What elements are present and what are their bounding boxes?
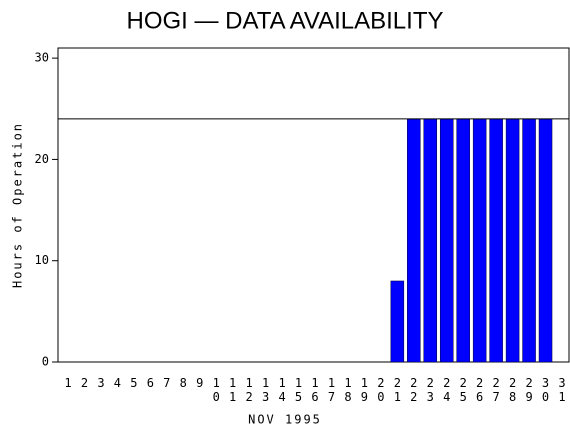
bar [407, 118, 421, 363]
bar [522, 118, 536, 363]
bar [505, 118, 520, 363]
x-tick-label: 1 [64, 376, 71, 390]
bar [423, 118, 438, 363]
x-tick-label: 5 [130, 376, 137, 390]
x-tick-label: 6 [147, 376, 154, 390]
bar [472, 118, 487, 363]
x-tick-label: 9 [196, 376, 203, 390]
x-tick-label: 7 [163, 376, 170, 390]
y-tick-label: 10 [35, 253, 49, 267]
x-tick-label: 4 [114, 376, 121, 390]
x-tick-label: 2 [81, 376, 88, 390]
y-tick-label: 0 [42, 355, 49, 369]
x-tick-label: 8 [180, 376, 187, 390]
bar [456, 118, 470, 363]
chart-title: HOGI — DATA AVAILABILITY [127, 7, 444, 34]
bar [489, 118, 503, 363]
plot-frame [57, 47, 570, 363]
bar [538, 118, 553, 363]
y-tick-label: 20 [35, 152, 49, 166]
x-axis-label: NOV 1995 [248, 413, 322, 427]
y-axis-label: Hours of Operation [11, 122, 25, 288]
y-tick-label: 30 [35, 51, 49, 65]
bar [390, 280, 405, 363]
x-tick-label: 3 [97, 376, 104, 390]
bar [439, 118, 454, 363]
